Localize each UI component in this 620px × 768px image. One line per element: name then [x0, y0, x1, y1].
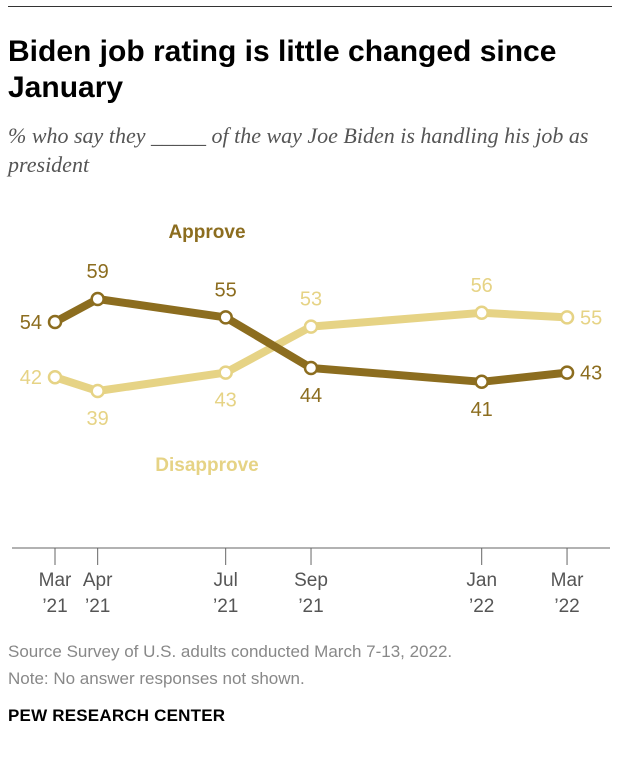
- x-tick-label-year: ’21: [42, 596, 67, 617]
- data-point-approve: [474, 374, 489, 390]
- x-tick-label-year: ’22: [554, 596, 579, 617]
- data-point-approve: [90, 291, 105, 307]
- series-label-approve: Approve: [168, 222, 245, 243]
- data-point-approve: [559, 365, 575, 380]
- data-label-disapprove: 55: [580, 307, 602, 329]
- line-chart: Mar ’21 Apr ’21 Jul ’21 Sep ’21 Jan ’22 Mar ’22 54 59…: [12, 222, 610, 617]
- data-label-approve: 43: [580, 363, 602, 385]
- data-label-disapprove: 53: [300, 289, 322, 311]
- footnote: Note: No answer responses not shown.: [8, 669, 305, 688]
- series-line-disapprove: [51, 308, 572, 395]
- x-tick-label-year: ’21: [85, 596, 110, 617]
- x-tick-label-month: Apr: [83, 570, 113, 591]
- x-tick-label-month: Mar: [39, 570, 72, 591]
- data-label-approve: 59: [87, 261, 109, 283]
- data-point-disapprove: [474, 305, 489, 321]
- series-label-disapprove: Disapprove: [155, 455, 258, 476]
- data-label-disapprove: 39: [87, 408, 109, 430]
- chart-title: Biden job rating is little changed since…: [8, 35, 557, 104]
- data-label-approve: 44: [300, 385, 322, 407]
- x-tick-label-year: ’21: [213, 596, 238, 617]
- x-tick-label-month: Jan: [466, 570, 497, 591]
- data-label-disapprove: 56: [471, 275, 493, 297]
- chart-subtitle: % who say they _____ of the way Joe Bide…: [8, 123, 589, 177]
- series-line-approve: [51, 295, 572, 386]
- data-point-disapprove: [90, 383, 105, 399]
- data-label-disapprove: 43: [215, 390, 237, 412]
- source-note: Source Survey of U.S. adults conducted M…: [8, 642, 453, 661]
- data-point-approve: [303, 360, 319, 376]
- brand-label: PEW RESEARCH CENTER: [8, 706, 226, 725]
- x-tick-label-month: Sep: [294, 570, 328, 591]
- data-point-disapprove: [559, 310, 575, 325]
- x-tick-label-month: Jul: [214, 570, 238, 591]
- data-point-disapprove: [303, 319, 319, 334]
- data-point-approve: [218, 310, 233, 325]
- data-point-approve: [47, 314, 63, 330]
- x-tick-label-year: ’21: [298, 596, 323, 617]
- data-label-disapprove: 42: [20, 367, 42, 389]
- x-tick-label-month: Mar: [551, 570, 584, 591]
- x-tick-label-year: ’22: [469, 596, 494, 617]
- data-label-approve: 41: [471, 399, 493, 421]
- top-rule: [8, 6, 612, 7]
- data-point-disapprove: [218, 365, 233, 380]
- data-point-disapprove: [47, 369, 63, 385]
- data-label-approve: 55: [215, 279, 237, 301]
- data-label-approve: 54: [20, 312, 42, 334]
